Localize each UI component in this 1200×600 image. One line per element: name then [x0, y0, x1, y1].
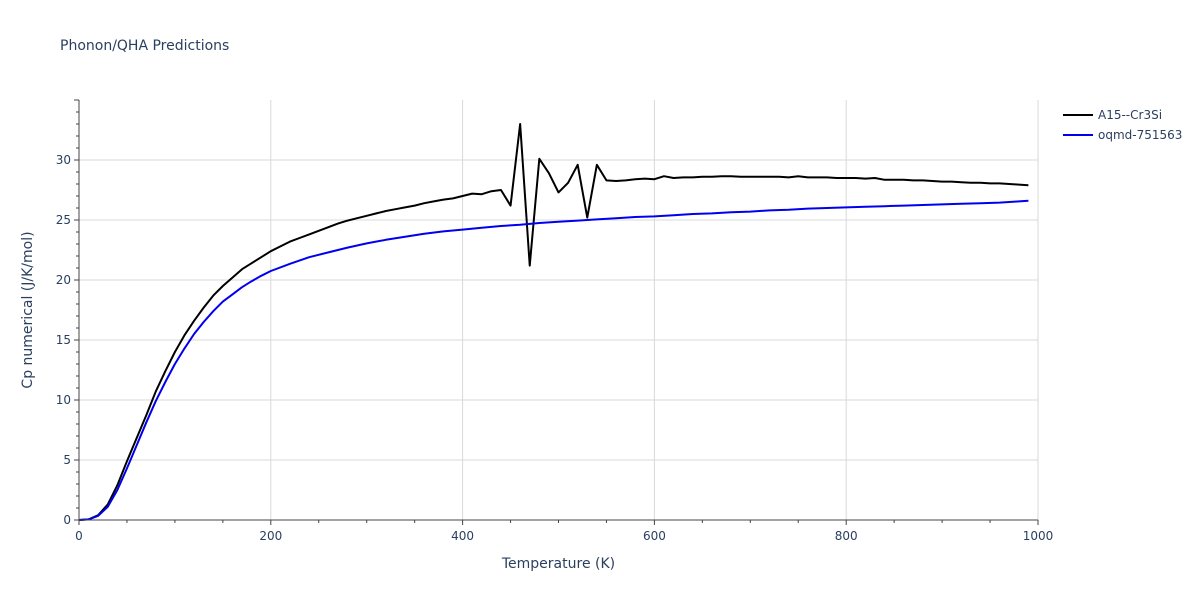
y-tick-label: 25	[56, 213, 71, 227]
grid-lines	[79, 100, 1039, 520]
legend: A15--Cr3Si oqmd-751563	[1063, 108, 1182, 142]
y-tick-label: 15	[56, 333, 71, 347]
chart-title: Phonon/QHA Predictions	[60, 38, 229, 54]
x-tick-label: 600	[643, 529, 666, 543]
axes	[78, 100, 1038, 521]
y-tick-label: 0	[63, 513, 71, 527]
tick-marks	[74, 99, 1039, 525]
legend-label: A15--Cr3Si	[1098, 108, 1162, 122]
x-tick-label: 800	[835, 529, 858, 543]
y-axis-title: Cp numerical (J/K/mol)	[20, 231, 36, 388]
y-tick-label: 5	[63, 453, 71, 467]
y-tick-label: 10	[56, 393, 71, 407]
series-line-1	[78, 123, 1029, 521]
y-tick-label: 20	[56, 273, 71, 287]
y-tick-labels: 0 5 10 15 20 25 30	[56, 153, 71, 527]
legend-item[interactable]: A15--Cr3Si	[1063, 108, 1162, 122]
x-tick-label: 0	[75, 529, 83, 543]
x-tick-label: 200	[259, 529, 282, 543]
plot-area	[78, 123, 1029, 521]
x-tick-label: 1000	[1023, 529, 1054, 543]
x-tick-label: 400	[451, 529, 474, 543]
y-tick-label: 30	[56, 153, 71, 167]
legend-item[interactable]: oqmd-751563	[1063, 128, 1182, 142]
x-axis-title: Temperature (K)	[501, 556, 615, 572]
series-line-2	[78, 199, 1029, 521]
legend-label: oqmd-751563	[1098, 128, 1182, 142]
x-tick-labels: 0 200 400 600 800 1000	[75, 529, 1053, 543]
